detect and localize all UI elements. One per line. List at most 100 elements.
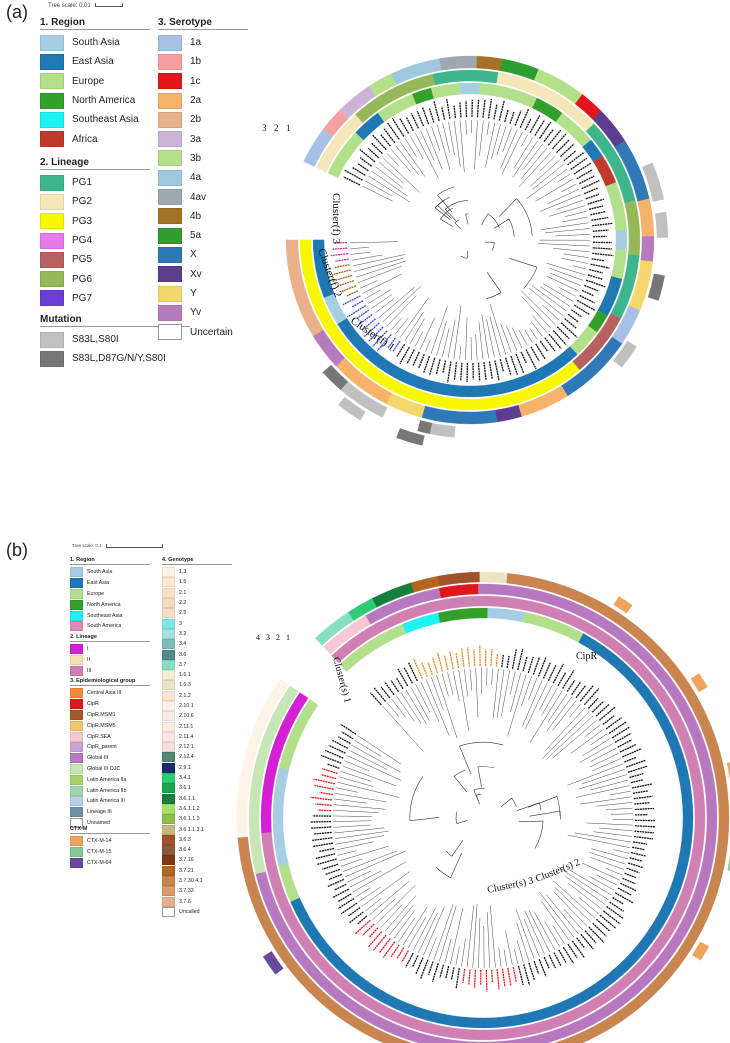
legend-label: 2.1: [179, 589, 187, 596]
tip-label-mark: [527, 656, 534, 674]
ring-genotype: [236, 678, 289, 838]
tree-branch: [596, 802, 633, 807]
tree-clade-arc: [455, 811, 458, 824]
tree-branch: [410, 135, 424, 159]
tree-branch: [506, 325, 517, 351]
legend-item: PG2: [40, 192, 150, 211]
ring-region: [438, 607, 488, 623]
tree-branch: [465, 120, 467, 135]
legend-label: 3.6.1: [179, 785, 191, 792]
tree-branch: [444, 938, 452, 964]
tip-label-mark: [566, 679, 576, 692]
tree-branch: [578, 897, 599, 914]
legend-swatch: [40, 290, 64, 307]
tree-branch: [528, 287, 564, 316]
tip-label-mark: [320, 754, 342, 764]
legend-swatch: [40, 73, 64, 90]
tip-label-mark: [401, 950, 409, 963]
legend-title: 2. Lineage: [40, 157, 150, 170]
ring-mutation: [322, 364, 349, 391]
tip-label-mark: [548, 954, 557, 969]
tree-branch: [458, 669, 469, 732]
legend-item: 3.6.1: [162, 783, 232, 794]
tip-label-mark: [523, 964, 531, 986]
tree-branch: [336, 841, 374, 851]
tree-branch: [532, 315, 547, 333]
tree-branch: [545, 707, 586, 751]
tip-label-mark: [584, 284, 599, 292]
legend-item: CTX-M-14: [70, 836, 150, 847]
tree-branch: [475, 668, 479, 718]
tree-branch: [420, 681, 440, 722]
tip-label-mark: [562, 946, 574, 964]
legend-label: CTX-M-64: [87, 859, 112, 866]
tree-branch: [541, 711, 590, 760]
legend-label: 3.7.33: [179, 888, 194, 895]
legend-item: 2.10.6: [162, 711, 232, 722]
tip-label-mark: [547, 129, 562, 146]
tip-label-mark: [633, 841, 648, 845]
panel-b-tree-scale: Tree scale: 0.1: [72, 543, 163, 548]
legend-item: Southeast Asia: [40, 110, 150, 129]
tip-label-mark: [441, 106, 446, 120]
tree-branch: [500, 797, 513, 808]
tree-branch: [342, 850, 398, 872]
tree-branch: [498, 947, 502, 967]
legend-item: South Asia: [70, 567, 150, 578]
tree-branch: [371, 294, 392, 309]
legend-item: CTX-M-64: [70, 857, 150, 869]
legend-label: 4a: [190, 172, 202, 184]
tip-label-mark: [633, 795, 653, 800]
tip-label-mark: [573, 162, 592, 175]
tree-branch: [550, 272, 582, 286]
tree-branch: [382, 706, 424, 752]
legend-swatch: [162, 814, 175, 825]
tip-label-mark: [453, 362, 458, 380]
legend-label: 3.7.21: [179, 867, 194, 874]
legend-swatch: [158, 208, 182, 225]
tip-label-mark: [399, 346, 410, 365]
legend-label: 2.10.6: [179, 713, 194, 720]
legend-item: Unnamed: [70, 817, 150, 829]
tip-label-mark: [351, 300, 364, 308]
legend-swatch: [162, 608, 175, 619]
tree-branch: [523, 144, 543, 170]
tip-label-mark: [605, 717, 623, 730]
tree-branch: [344, 760, 370, 772]
legend-label: 3.2: [179, 630, 187, 637]
legend-swatch: [70, 774, 83, 785]
tip-label-mark: [529, 115, 541, 134]
legend-swatch: [70, 785, 83, 796]
tip-label-mark: [634, 801, 651, 805]
legend-label: North America: [87, 601, 121, 608]
tree-branch: [546, 894, 579, 934]
tree-branch: [545, 228, 590, 234]
tree-branch: [405, 138, 417, 157]
legend-item: 2.11.4: [162, 731, 232, 742]
tip-label-mark: [421, 107, 430, 125]
legend-swatch: [162, 659, 175, 670]
tip-label-mark: [412, 955, 419, 967]
tree-branch: [485, 122, 496, 168]
ring-mutation: [654, 211, 669, 238]
tree-clade-arc: [437, 186, 455, 196]
ring-region: [279, 699, 319, 770]
tree-clade-arc: [477, 766, 495, 769]
tree-branch: [586, 822, 633, 826]
tree-branch: [540, 194, 582, 212]
tree-branch: [339, 845, 390, 862]
ring-serotype: [637, 198, 655, 237]
ring-region: [430, 83, 462, 99]
panel-b-tip-labels: [309, 645, 656, 992]
tree-branch: [337, 782, 400, 798]
legend-swatch: [162, 762, 175, 773]
tree-branch: [336, 787, 359, 793]
tip-label-mark: [362, 923, 375, 936]
legend-item: 3.6.1.1.3: [162, 814, 232, 825]
tip-label-mark: [584, 930, 597, 944]
tree-branch: [542, 283, 574, 302]
tree-clade-arc: [409, 776, 423, 821]
legend-swatch: [158, 34, 182, 51]
cluster-label: Cluster(s) 3: [486, 875, 534, 896]
tree-branch: [479, 120, 484, 156]
